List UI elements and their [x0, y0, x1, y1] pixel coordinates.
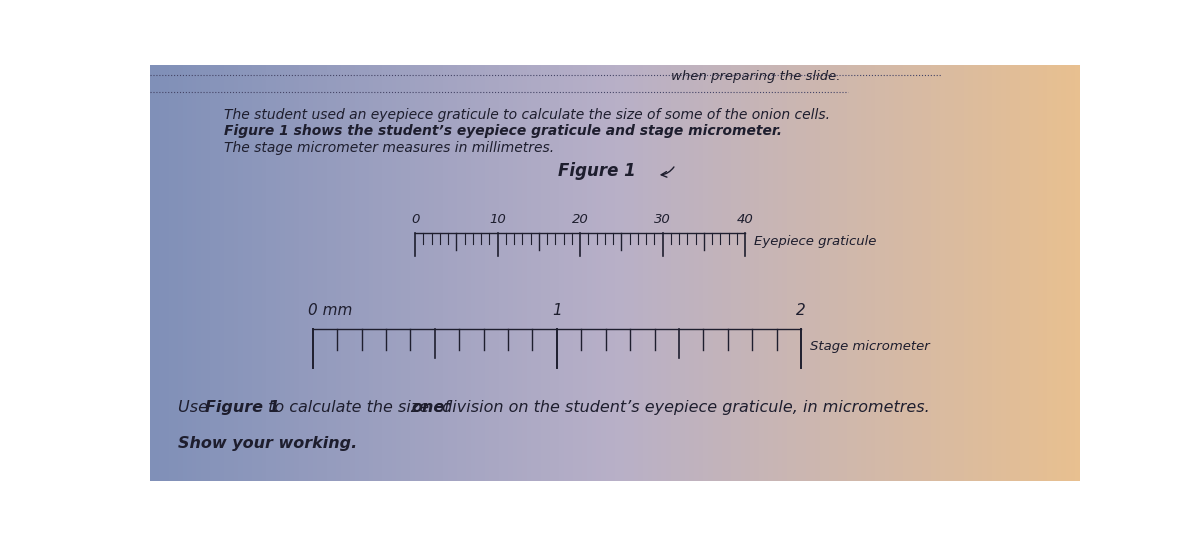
Text: 1: 1: [552, 303, 562, 319]
Text: Use: Use: [178, 400, 214, 415]
Text: The student used an eyepiece graticule to calculate the size of some of the onio: The student used an eyepiece graticule t…: [224, 107, 830, 122]
Text: division on the student’s eyepiece graticule, in micrometres.: division on the student’s eyepiece grati…: [438, 400, 930, 415]
Text: to calculate the size of: to calculate the size of: [263, 400, 455, 415]
Text: 0 mm: 0 mm: [308, 303, 353, 319]
Text: Figure 1 shows the student’s eyepiece graticule and stage micrometer.: Figure 1 shows the student’s eyepiece gr…: [224, 124, 782, 138]
Text: 2: 2: [796, 303, 806, 319]
Text: Figure 1: Figure 1: [205, 400, 280, 415]
Text: 10: 10: [490, 213, 506, 226]
Text: Eyepiece graticule: Eyepiece graticule: [755, 235, 877, 248]
Text: 30: 30: [654, 213, 671, 226]
Text: 40: 40: [737, 213, 754, 226]
Text: Stage micrometer: Stage micrometer: [810, 340, 930, 353]
Text: 0: 0: [410, 213, 419, 226]
Text: one: one: [412, 400, 445, 415]
Text: 20: 20: [571, 213, 588, 226]
Text: when preparing the slide.: when preparing the slide.: [671, 70, 840, 83]
Text: The stage micrometer measures in millimetres.: The stage micrometer measures in millime…: [224, 141, 554, 155]
Text: Show your working.: Show your working.: [178, 436, 358, 451]
Text: Figure 1: Figure 1: [558, 162, 635, 180]
